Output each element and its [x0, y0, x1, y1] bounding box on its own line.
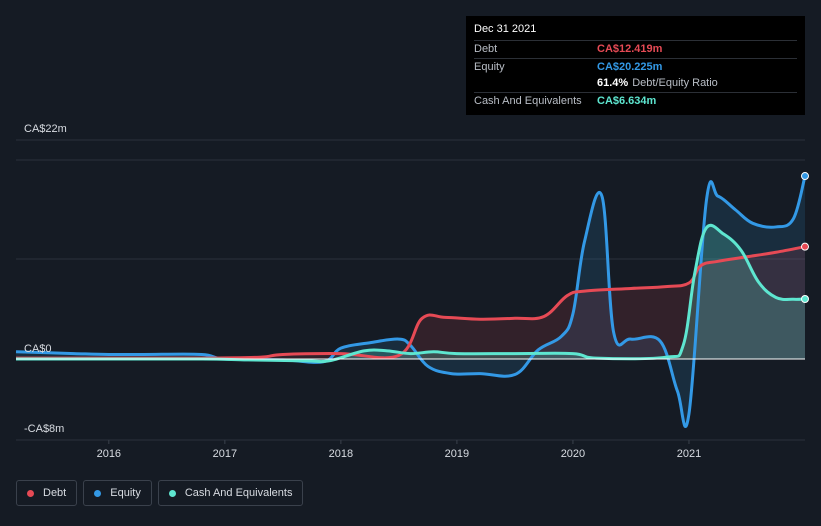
- tooltip-debt-label: Debt: [474, 43, 498, 56]
- x-tick-label: 2020: [561, 448, 585, 460]
- y-tick-label: CA$22m: [24, 123, 67, 135]
- debt-end-marker: [801, 242, 809, 251]
- legend-item-equity[interactable]: Equity: [83, 480, 152, 506]
- legend-equity-label: Equity: [110, 487, 141, 499]
- x-tick-label: 2017: [213, 448, 237, 460]
- series-end-markers: [16, 172, 809, 360]
- tooltip-row-ratio: 61.4% Debt/Equity Ratio: [474, 75, 797, 92]
- equity-end-marker: [801, 172, 809, 181]
- legend-item-debt[interactable]: Debt: [16, 480, 78, 506]
- tooltip-ratio-value: 61.4%: [597, 77, 629, 90]
- x-tick-label: 2021: [677, 448, 701, 460]
- chart-grid: [16, 139, 805, 441]
- cash-line: [16, 223, 806, 364]
- tooltip-equity-label: Equity: [474, 60, 505, 73]
- tooltip-row-debt: Debt CA$12.419m: [474, 40, 797, 58]
- tooltip-debt-value: CA$12.419m: [597, 43, 663, 56]
- data-tooltip: Dec 31 2021 Debt CA$12.419m Equity CA$20…: [466, 16, 805, 115]
- debt-line: [16, 245, 806, 360]
- x-axis-ticks: 2016 2017 2018 2019 2020 2021: [97, 440, 701, 460]
- x-tick-label: 2019: [445, 448, 469, 460]
- x-tick-label: 2016: [97, 448, 121, 460]
- cash-end-marker: [801, 294, 809, 303]
- tooltip-equity-value: CA$20.225m: [597, 60, 663, 73]
- cash-area: [16, 225, 805, 362]
- equity-dot-icon: [94, 489, 102, 497]
- legend-cash-label: Cash And Equivalents: [184, 487, 293, 499]
- legend-item-cash[interactable]: Cash And Equivalents: [157, 480, 304, 506]
- y-tick-label: -CA$8m: [24, 423, 64, 435]
- tooltip-cash-label: Cash And Equivalents: [474, 94, 582, 107]
- chart-legend: Debt Equity Cash And Equivalents: [16, 480, 304, 506]
- series-lines: [15, 175, 807, 428]
- debt-dot-icon: [27, 489, 34, 497]
- tooltip-date: Dec 31 2021: [474, 23, 537, 35]
- series-areas: [16, 176, 805, 427]
- legend-debt-label: Debt: [43, 487, 67, 499]
- tooltip-cash-value: CA$6.634m: [597, 94, 657, 107]
- tooltip-row-equity: Equity CA$20.225m: [474, 57, 797, 76]
- tooltip-row-cash: Cash And Equivalents CA$6.634m: [474, 91, 797, 110]
- cash-dot-icon: [168, 489, 176, 497]
- debt-area: [16, 246, 805, 359]
- y-axis-ticks: CA$22m CA$0 -CA$8m: [24, 123, 67, 435]
- y-tick-label: CA$0: [24, 343, 52, 355]
- tooltip-ratio-label: Debt/Equity Ratio: [632, 77, 718, 90]
- plot-background: [16, 140, 805, 440]
- x-tick-label: 2018: [329, 448, 353, 460]
